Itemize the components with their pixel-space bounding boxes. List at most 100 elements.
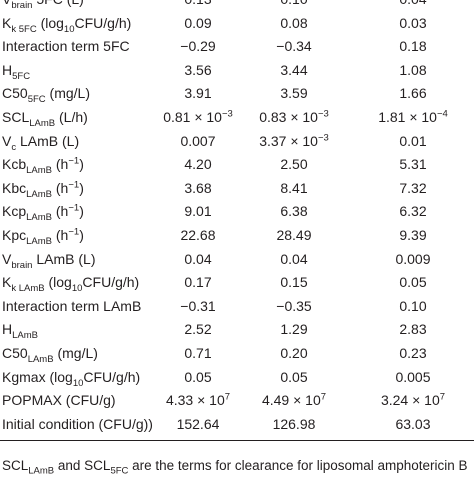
value-exponent: 7 <box>224 391 231 403</box>
param-cell: C50LAmB (mg/L) <box>2 342 98 366</box>
param-subscript: brain <box>11 0 33 11</box>
value-text: 6.32 <box>399 203 427 220</box>
param-name: K <box>2 14 12 31</box>
param-unit: ) <box>79 179 84 196</box>
value-cell-2: 8.41 <box>244 177 344 201</box>
value-cell-3: 9.39 <box>352 224 474 248</box>
value-cell-1: 0.17 <box>150 271 246 295</box>
param-name: Kgmax (log <box>2 368 73 385</box>
param-subscript: LAmB <box>26 212 52 224</box>
param-unit: (mg/L) <box>45 85 90 102</box>
value-text: 0.10 <box>399 297 427 314</box>
table-row: Vbrain LAmB (L) 0.04 0.04 0.009 <box>0 248 474 272</box>
param-subscript: k LAmB <box>11 282 45 294</box>
param-name: H <box>2 61 13 78</box>
value-cell-2: 0.20 <box>244 342 344 366</box>
param-superscript: −1 <box>68 155 80 167</box>
value-cell-1: 4.33 × 107 <box>150 389 246 413</box>
value-text: 0.05 <box>280 368 308 385</box>
param-unit: CFU/g/h) <box>74 14 132 31</box>
value-text: 28.49 <box>276 226 312 243</box>
value-text: 4.20 <box>184 156 212 173</box>
value-text: 0.04 <box>399 0 426 7</box>
param-superscript: −1 <box>68 202 80 214</box>
param-subscript: k 5FC <box>11 23 37 35</box>
value-text: 9.39 <box>399 226 427 243</box>
param-cell: KpcLAmB (h−1) <box>2 224 84 248</box>
value-text: −0.34 <box>276 38 312 55</box>
param-superscript: −1 <box>68 179 80 191</box>
value-text: 7.32 <box>399 179 427 196</box>
param-cell: POPMAX (CFU/g) <box>2 389 116 413</box>
param-subscript: LAmB <box>12 330 38 342</box>
value-text: 0.09 <box>184 14 212 31</box>
param-unit: CFU/g/h) <box>83 368 141 385</box>
value-cell-3: 0.18 <box>352 35 474 59</box>
param-cell: HLAmB <box>2 318 38 342</box>
table-row: Vc LAmB (L) 0.007 3.37 × 10−3 0.01 <box>0 130 474 154</box>
value-cell-3: 7.32 <box>352 177 474 201</box>
value-exponent: −4 <box>436 108 448 120</box>
value-cell-2: 3.37 × 10−3 <box>244 130 344 154</box>
value-cell-1: 22.68 <box>150 224 246 248</box>
value-cell-3: 3.24 × 107 <box>352 389 474 413</box>
value-text: 1.81 × 10 <box>378 108 437 125</box>
param-name: V <box>2 250 12 267</box>
value-cell-1: 0.09 <box>150 12 246 36</box>
value-cell-2: −0.34 <box>244 35 344 59</box>
value-cell-3: 5.31 <box>352 153 474 177</box>
value-cell-2: 0.05 <box>244 366 344 390</box>
table-row: HLAmB 2.52 1.29 2.83 <box>0 318 474 342</box>
param-name: K <box>2 274 12 291</box>
param-subscript: 5FC <box>12 70 31 82</box>
param-name: H <box>2 321 13 338</box>
value-exponent: 7 <box>439 391 446 403</box>
param-subscript: 10 <box>72 377 84 389</box>
param-name: Interaction term LAmB <box>2 297 142 314</box>
param-cell: Kk 5FC (log10CFU/g/h) <box>2 12 131 36</box>
param-cell: Kgmax (log10CFU/g/h) <box>2 366 140 390</box>
param-cell: Interaction term 5FC <box>2 35 130 59</box>
param-unit: ) <box>79 226 84 243</box>
value-text: 3.56 <box>184 61 212 78</box>
param-superscript: −1 <box>68 226 80 238</box>
value-text: 0.10 <box>280 0 307 7</box>
value-cell-2: 6.38 <box>244 200 344 224</box>
value-text: 0.03 <box>399 14 427 31</box>
value-text: 3.44 <box>280 61 308 78</box>
value-cell-2: 2.50 <box>244 153 344 177</box>
value-cell-3: 0.10 <box>352 295 474 319</box>
param-name: Initial condition (CFU/g)) <box>2 415 153 432</box>
param-name: V <box>2 0 11 7</box>
table-row: Interaction term 5FC −0.29 −0.34 0.18 <box>0 35 474 59</box>
table-row: Interaction term LAmB −0.31 −0.35 0.10 <box>0 295 474 319</box>
param-cell: KcpLAmB (h−1) <box>2 200 84 224</box>
value-cell-3: 0.04 <box>352 0 474 12</box>
value-text: 126.98 <box>272 415 316 432</box>
value-cell-2: 0.10 <box>244 0 344 12</box>
value-text: 0.007 <box>180 132 216 149</box>
value-cell-2: 3.59 <box>244 82 344 106</box>
table-row: C50LAmB (mg/L) 0.71 0.20 0.23 <box>0 342 474 366</box>
value-cell-3: 63.03 <box>352 413 474 437</box>
value-cell-2: 0.15 <box>244 271 344 295</box>
value-text: 0.05 <box>184 368 212 385</box>
value-text: 0.005 <box>395 368 431 385</box>
value-text: 0.18 <box>399 38 427 55</box>
value-text: 4.33 × 10 <box>165 392 225 409</box>
value-text: 2.52 <box>184 321 212 338</box>
param-cell: Vbrain 5FC (L) <box>2 0 84 12</box>
footnote-sub-b: 5FC <box>110 465 129 477</box>
table-row: Vbrain 5FC (L) 0.13 0.10 0.04 <box>0 0 474 12</box>
table-footnote: SCLLAmB and SCL5FC are the terms for cle… <box>2 458 468 476</box>
value-text: 152.64 <box>176 415 220 432</box>
value-text: 0.01 <box>399 132 427 149</box>
value-exponent: −3 <box>317 131 329 143</box>
value-exponent: −3 <box>317 108 329 120</box>
value-text: 63.03 <box>395 415 431 432</box>
value-cell-2: 0.04 <box>244 248 344 272</box>
param-subscript: LAmB <box>26 188 52 200</box>
param-unit: ) <box>79 156 84 173</box>
param-unit: (h <box>52 156 69 173</box>
value-cell-1: 3.91 <box>150 82 246 106</box>
